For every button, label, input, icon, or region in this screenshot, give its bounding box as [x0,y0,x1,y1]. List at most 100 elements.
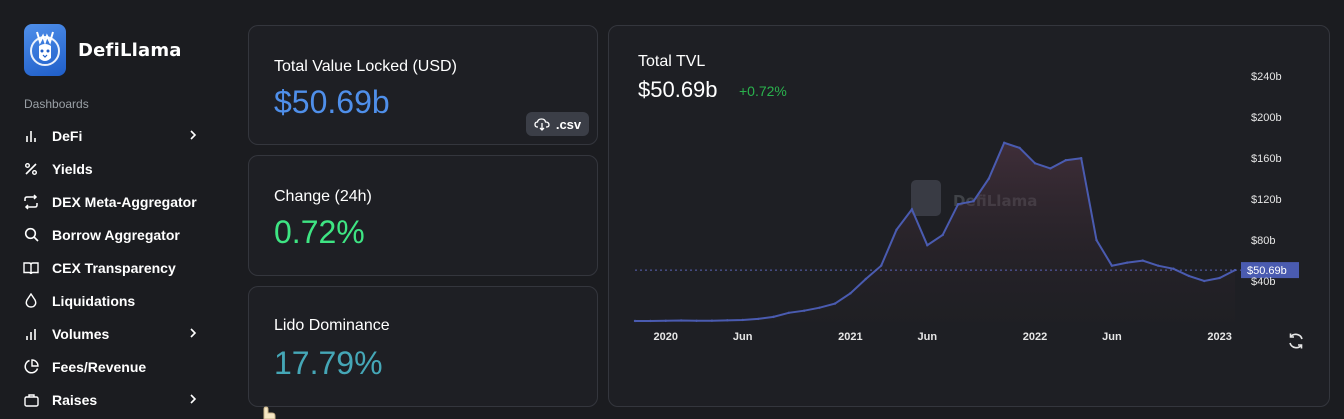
tvl-data-point [1049,167,1052,170]
change-value: 0.72% [274,214,365,250]
sidebar-item-label: Fees/Revenue [52,358,147,375]
tvl-area [635,142,1235,322]
tvl-data-point [1218,276,1221,280]
sidebar-item-label: DEX Meta-Aggregator [52,193,197,210]
tvl-data-point [972,199,975,203]
sidebar: DefiLlama Dashboards DeFi Yields DEX Met… [0,0,232,419]
tvl-data-point [1095,238,1098,242]
chevron-right-icon [190,130,197,140]
change-card: Change (24h) 0.72% [248,155,598,276]
x-tick-label: 2021 [838,331,862,343]
tvl-data-point [1110,264,1114,267]
tvl-data-point [1064,159,1067,162]
dashboards-section-label: Dashboards [24,97,89,111]
sidebar-item-dex-meta-aggregator[interactable]: DEX Meta-Aggregator [22,185,212,218]
download-csv-button[interactable]: .csv [526,112,589,136]
tvl-data-point [726,319,729,322]
x-tick-label: 2023 [1207,331,1231,343]
sidebar-item-label: CEX Transparency [52,259,176,276]
tvl-data-point [1203,279,1206,283]
refresh-icon[interactable] [1287,332,1305,350]
bar-chart-icon [22,127,40,145]
tvl-data-point [864,277,867,281]
tvl-data-point [803,309,806,312]
tvl-data-point [679,319,683,322]
sidebar-item-borrow-aggregator[interactable]: Borrow Aggregator [22,218,212,251]
x-tick-label: Jun [918,331,938,343]
tvl-area-chart[interactable]: DefiLlama $50.69b 2020Jun2021Jun2022Jun2… [609,26,1329,406]
cloud-download-icon [534,118,550,131]
x-tick-label: Jun [1102,331,1122,343]
chart-title: Total TVL [638,53,706,70]
x-tick-label: 2022 [1023,331,1047,343]
sidebar-item-label: Borrow Aggregator [52,226,180,243]
tvl-value: $50.69b [274,84,390,120]
dominance-value: 17.79% [274,345,383,381]
x-tick-label: Jun [733,331,753,343]
sidebar-item-label: Volumes [52,325,110,342]
tvl-data-point [1033,162,1037,165]
sidebar-item-liquidations[interactable]: Liquidations [22,284,212,317]
sidebar-item-fees-revenue[interactable]: Fees/Revenue [22,350,212,383]
tvl-data-point [941,233,944,237]
watermark-logo-icon [911,180,941,216]
llama-logo-icon [24,24,66,76]
tvl-data-point [987,177,991,180]
sidebar-item-cex-transparency[interactable]: CEX Transparency [22,251,212,284]
change-label: Change (24h) [274,188,372,205]
tvl-data-point [1172,267,1175,270]
tvl-data-point [772,315,775,319]
y-tick-label: $160b [1251,153,1282,165]
y-tick-label: $80b [1251,235,1275,247]
tvl-series-line [635,141,1236,322]
tvl-data-point [787,311,791,314]
tvl-data-point [1003,141,1006,144]
sidebar-item-label: Liquidations [52,292,136,309]
x-tick-label: 2020 [654,331,678,343]
tvl-data-point [710,319,714,322]
book-open-icon [22,259,40,277]
y-tick-label: $200b [1251,112,1282,124]
tvl-data-point [756,317,760,321]
tvl-card: Total Value Locked (USD) $50.69b .csv [248,25,598,145]
sidebar-item-raises[interactable]: Raises [22,383,212,416]
sidebar-item-defi[interactable]: DeFi [22,119,212,152]
chart-change: +0.72% [739,83,787,99]
brand-logo[interactable]: DefiLlama [24,24,182,76]
tvl-data-point [895,228,898,232]
tvl-data-point [741,318,744,322]
tvl-data-point [633,319,637,323]
tvl-data-point [1126,261,1129,264]
bar-chart-icon [22,325,40,343]
briefcase-icon [22,391,40,409]
y-tick-label: $240b [1251,71,1282,83]
tvl-data-point [664,319,667,322]
sidebar-item-yields[interactable]: Yields [22,152,212,185]
repeat-icon [22,193,40,211]
tvl-data-point [649,319,652,323]
tvl-data-point [1079,156,1083,160]
dominance-card: Lido Dominance 17.79% [248,286,598,407]
sidebar-item-label: DeFi [52,127,83,144]
y-tick-label: $120b [1251,194,1282,206]
tvl-data-point [849,292,852,295]
sidebar-item-volumes[interactable]: Volumes [22,317,212,350]
chart-value: $50.69b [638,77,718,102]
csv-label: .csv [555,116,582,132]
tvl-label: Total Value Locked (USD) [274,58,457,75]
dominance-label: Lido Dominance [274,317,390,334]
current-value-tag [1241,262,1299,279]
tvl-data-point [1156,264,1160,267]
tvl-data-point [1141,259,1144,262]
tvl-chart-card: Total TVL $50.69b +0.72% DefiLlama $50.6… [608,25,1330,407]
droplet-icon [22,292,40,310]
tvl-data-point [833,302,837,305]
tvl-data-point [956,203,960,206]
tvl-data-point [926,244,929,247]
sidebar-item-label: Raises [52,391,98,408]
search-icon [22,226,40,244]
current-value-label: $50.69b [1247,265,1287,277]
y-tick-label: $40b [1251,276,1275,288]
hand-cursor-icon [263,406,276,419]
percent-icon [22,160,40,178]
